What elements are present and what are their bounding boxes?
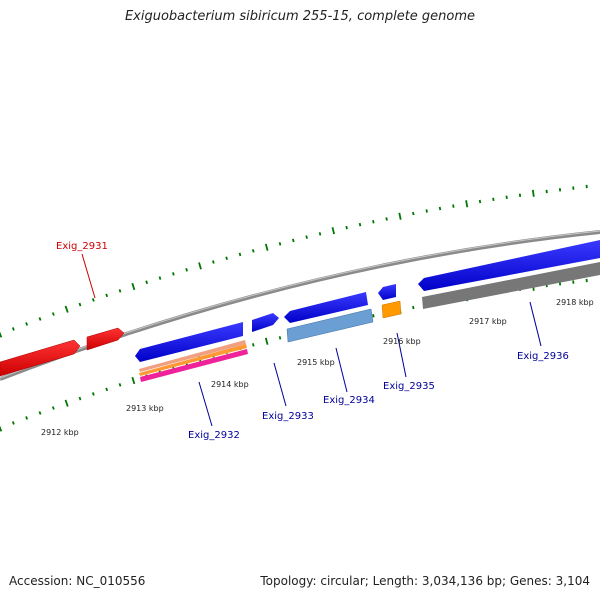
gene-exig-2931 xyxy=(86,327,125,351)
outer-ring-minor-tick xyxy=(278,242,282,246)
label-exig-2936: Exig_2936 xyxy=(517,351,569,362)
tick-label-2916: 2916 kbp xyxy=(383,337,421,346)
outer-ring-minor-tick xyxy=(505,195,508,200)
outer-ring-minor-tick xyxy=(492,197,495,202)
label-exig-2933: Exig_2933 xyxy=(262,411,314,422)
outer-ring-minor-tick xyxy=(11,327,15,331)
gene-exig-2933 xyxy=(252,313,279,332)
outer-tick-ring xyxy=(0,184,588,338)
label-exig-2935: Exig_2935 xyxy=(383,381,435,392)
outer-ring-minor-tick xyxy=(51,312,55,316)
inner-ring-minor-tick xyxy=(91,392,95,396)
label-exig-2934: Exig_2934 xyxy=(323,395,375,406)
inner-ring-major-tick xyxy=(264,337,269,345)
callout-exig-2935 xyxy=(396,332,407,378)
tick-label-2917: 2917 kbp xyxy=(469,317,507,326)
inner-tick-ring xyxy=(0,278,588,432)
inner-ring-minor-tick xyxy=(278,336,282,340)
outer-ring-minor-tick xyxy=(158,276,162,280)
outer-ring-minor-tick xyxy=(478,199,482,204)
tick-label-2915: 2915 kbp xyxy=(297,358,335,367)
inner-ring-minor-tick xyxy=(372,314,375,318)
outer-ring-minor-tick xyxy=(345,225,348,230)
outer-ring-minor-tick xyxy=(25,322,29,326)
inner-ring-minor-tick xyxy=(118,383,122,387)
outer-ring-major-tick xyxy=(465,200,469,208)
outer-ring-minor-tick xyxy=(385,217,388,221)
outer-ring-major-tick xyxy=(198,262,202,270)
inner-ring-minor-tick xyxy=(252,343,255,347)
outer-ring-minor-tick xyxy=(238,252,242,257)
label-exig-2931: Exig_2931 xyxy=(56,241,108,252)
outer-ring-minor-tick xyxy=(358,222,362,227)
callout-exig-2932 xyxy=(198,381,213,427)
outer-ring-major-tick xyxy=(531,189,535,197)
outer-ring-minor-tick xyxy=(318,232,322,236)
outer-ring-minor-tick xyxy=(78,302,82,307)
inner-ring-minor-tick xyxy=(38,411,42,415)
callout-exig-2934 xyxy=(335,347,348,393)
inner-ring-major-tick xyxy=(131,376,136,385)
gene-exig-2934-reverse xyxy=(286,308,374,343)
outer-ring-major-tick xyxy=(331,227,335,235)
inner-ring-major-tick xyxy=(0,425,3,432)
gene-exig-2935-reverse xyxy=(381,300,402,319)
outer-ring-minor-tick xyxy=(105,293,109,298)
gene-exig-2936 xyxy=(418,240,600,291)
inner-ring-minor-tick xyxy=(78,396,82,401)
page-title: Exiguobacterium sibiricum 255-15, comple… xyxy=(124,9,476,24)
gene-red-left xyxy=(0,339,81,377)
outer-ring-minor-tick xyxy=(172,272,175,276)
outer-ring-minor-tick xyxy=(305,235,308,239)
outer-ring-major-tick xyxy=(131,282,136,291)
genome-backbone-highlight xyxy=(0,230,600,379)
inner-ring-major-tick xyxy=(64,399,69,407)
callout-exig-2933 xyxy=(273,362,287,407)
gene-grey-reverse xyxy=(422,262,600,309)
outer-ring-major-tick xyxy=(64,305,69,313)
outer-ring-major-tick xyxy=(398,212,402,220)
tick-label-2918: 2918 kbp xyxy=(556,298,594,307)
outer-ring-minor-tick xyxy=(452,204,455,208)
outer-ring-minor-tick xyxy=(212,260,215,264)
inner-ring-minor-tick xyxy=(51,406,55,410)
callout-exig-2931 xyxy=(81,253,96,299)
outer-ring-major-tick xyxy=(0,331,3,338)
outer-ring-minor-tick xyxy=(372,220,375,224)
inner-ring-minor-tick xyxy=(11,421,15,425)
tick-label-2912: 2912 kbp xyxy=(41,428,79,437)
outer-ring-minor-tick xyxy=(145,280,149,285)
gene-exig-2934 xyxy=(284,292,368,323)
tick-label-2913: 2913 kbp xyxy=(126,404,164,413)
outer-ring-minor-tick xyxy=(91,298,95,302)
outer-ring-minor-tick xyxy=(425,209,428,213)
genome-summary: Topology: circular; Length: 3,034,136 bp… xyxy=(260,574,590,588)
inner-ring-minor-tick xyxy=(105,387,109,392)
outer-ring-minor-tick xyxy=(292,238,295,243)
inner-ring-minor-tick xyxy=(25,416,29,420)
outer-ring-minor-tick xyxy=(438,206,442,211)
gene-exig-2932 xyxy=(135,322,243,362)
gene-exig-2932-reverse-stack xyxy=(139,340,248,382)
accession-label: Accession: NC_010556 xyxy=(9,574,146,588)
genome-backbone xyxy=(0,230,600,381)
callout-exig-2936 xyxy=(529,301,542,347)
outer-ring-major-tick xyxy=(264,243,269,251)
outer-ring-minor-tick xyxy=(412,211,415,216)
inner-ring-minor-tick xyxy=(412,305,415,310)
label-exig-2932: Exig_2932 xyxy=(188,430,240,441)
outer-ring-minor-tick xyxy=(252,249,255,253)
gene-exig-2935 xyxy=(378,284,396,300)
outer-ring-minor-tick xyxy=(185,268,188,272)
outer-ring-minor-tick xyxy=(118,289,122,293)
tick-label-2914: 2914 kbp xyxy=(211,380,249,389)
outer-ring-minor-tick xyxy=(38,317,42,321)
outer-ring-minor-tick xyxy=(225,256,228,260)
